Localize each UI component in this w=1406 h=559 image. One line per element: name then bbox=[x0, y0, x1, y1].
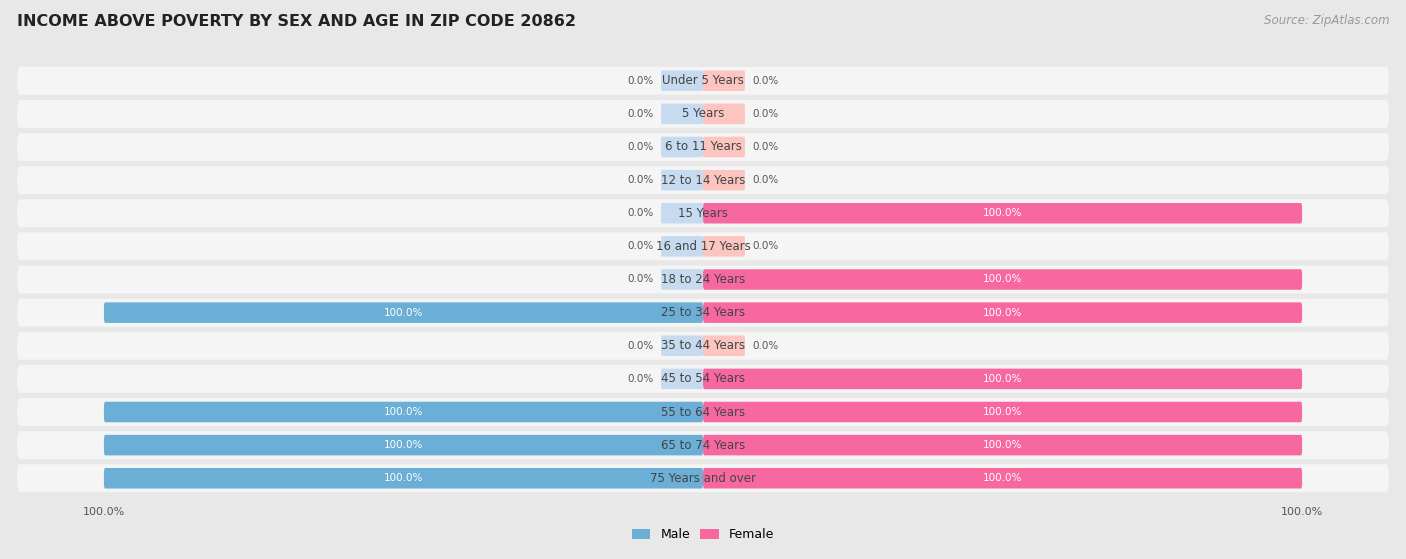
Text: 0.0%: 0.0% bbox=[627, 142, 654, 152]
Text: 100.0%: 100.0% bbox=[983, 274, 1022, 285]
Text: 55 to 64 Years: 55 to 64 Years bbox=[661, 405, 745, 419]
FancyBboxPatch shape bbox=[661, 368, 703, 389]
Text: 65 to 74 Years: 65 to 74 Years bbox=[661, 439, 745, 452]
FancyBboxPatch shape bbox=[703, 402, 1302, 422]
FancyBboxPatch shape bbox=[703, 368, 1302, 389]
FancyBboxPatch shape bbox=[17, 398, 1389, 426]
FancyBboxPatch shape bbox=[661, 335, 703, 356]
Text: 45 to 54 Years: 45 to 54 Years bbox=[661, 372, 745, 385]
FancyBboxPatch shape bbox=[17, 465, 1389, 492]
FancyBboxPatch shape bbox=[17, 233, 1389, 260]
Text: 100.0%: 100.0% bbox=[983, 209, 1022, 218]
Text: 18 to 24 Years: 18 to 24 Years bbox=[661, 273, 745, 286]
Text: Source: ZipAtlas.com: Source: ZipAtlas.com bbox=[1264, 14, 1389, 27]
Text: INCOME ABOVE POVERTY BY SEX AND AGE IN ZIP CODE 20862: INCOME ABOVE POVERTY BY SEX AND AGE IN Z… bbox=[17, 14, 576, 29]
Text: 100.0%: 100.0% bbox=[983, 473, 1022, 484]
Text: 12 to 14 Years: 12 to 14 Years bbox=[661, 174, 745, 187]
FancyBboxPatch shape bbox=[703, 302, 1302, 323]
FancyBboxPatch shape bbox=[703, 468, 1302, 489]
Text: 100.0%: 100.0% bbox=[983, 440, 1022, 450]
FancyBboxPatch shape bbox=[661, 203, 703, 224]
FancyBboxPatch shape bbox=[661, 103, 703, 124]
FancyBboxPatch shape bbox=[703, 236, 745, 257]
FancyBboxPatch shape bbox=[661, 269, 703, 290]
Text: 100.0%: 100.0% bbox=[384, 473, 423, 484]
FancyBboxPatch shape bbox=[703, 203, 1302, 224]
Text: 0.0%: 0.0% bbox=[627, 75, 654, 86]
FancyBboxPatch shape bbox=[661, 236, 703, 257]
Text: 0.0%: 0.0% bbox=[627, 175, 654, 185]
Text: 35 to 44 Years: 35 to 44 Years bbox=[661, 339, 745, 352]
FancyBboxPatch shape bbox=[17, 299, 1389, 326]
FancyBboxPatch shape bbox=[17, 266, 1389, 293]
FancyBboxPatch shape bbox=[703, 137, 745, 157]
FancyBboxPatch shape bbox=[17, 332, 1389, 359]
Text: 100.0%: 100.0% bbox=[384, 407, 423, 417]
FancyBboxPatch shape bbox=[17, 166, 1389, 194]
Text: Under 5 Years: Under 5 Years bbox=[662, 74, 744, 87]
Text: 0.0%: 0.0% bbox=[752, 109, 779, 119]
Legend: Male, Female: Male, Female bbox=[627, 523, 779, 546]
Text: 0.0%: 0.0% bbox=[627, 341, 654, 350]
FancyBboxPatch shape bbox=[104, 302, 703, 323]
Text: 25 to 34 Years: 25 to 34 Years bbox=[661, 306, 745, 319]
Text: 100.0%: 100.0% bbox=[384, 440, 423, 450]
Text: 100.0%: 100.0% bbox=[384, 307, 423, 318]
FancyBboxPatch shape bbox=[703, 435, 1302, 456]
FancyBboxPatch shape bbox=[703, 170, 745, 191]
FancyBboxPatch shape bbox=[17, 365, 1389, 393]
FancyBboxPatch shape bbox=[17, 200, 1389, 227]
FancyBboxPatch shape bbox=[104, 402, 703, 422]
Text: 0.0%: 0.0% bbox=[627, 209, 654, 218]
Text: 0.0%: 0.0% bbox=[752, 241, 779, 252]
FancyBboxPatch shape bbox=[661, 137, 703, 157]
FancyBboxPatch shape bbox=[17, 431, 1389, 459]
Text: 75 Years and over: 75 Years and over bbox=[650, 472, 756, 485]
Text: 100.0%: 100.0% bbox=[983, 374, 1022, 384]
FancyBboxPatch shape bbox=[104, 435, 703, 456]
Text: 100.0%: 100.0% bbox=[983, 407, 1022, 417]
Text: 0.0%: 0.0% bbox=[627, 274, 654, 285]
FancyBboxPatch shape bbox=[703, 103, 745, 124]
FancyBboxPatch shape bbox=[17, 100, 1389, 128]
Text: 0.0%: 0.0% bbox=[627, 109, 654, 119]
Text: 6 to 11 Years: 6 to 11 Years bbox=[665, 140, 741, 154]
Text: 0.0%: 0.0% bbox=[752, 142, 779, 152]
FancyBboxPatch shape bbox=[17, 67, 1389, 94]
Text: 16 and 17 Years: 16 and 17 Years bbox=[655, 240, 751, 253]
Text: 0.0%: 0.0% bbox=[627, 374, 654, 384]
Text: 0.0%: 0.0% bbox=[752, 341, 779, 350]
FancyBboxPatch shape bbox=[17, 133, 1389, 161]
FancyBboxPatch shape bbox=[703, 335, 745, 356]
FancyBboxPatch shape bbox=[661, 70, 703, 91]
Text: 15 Years: 15 Years bbox=[678, 207, 728, 220]
Text: 5 Years: 5 Years bbox=[682, 107, 724, 120]
FancyBboxPatch shape bbox=[661, 170, 703, 191]
Text: 0.0%: 0.0% bbox=[752, 75, 779, 86]
FancyBboxPatch shape bbox=[104, 468, 703, 489]
FancyBboxPatch shape bbox=[703, 70, 745, 91]
Text: 100.0%: 100.0% bbox=[983, 307, 1022, 318]
Text: 0.0%: 0.0% bbox=[627, 241, 654, 252]
Text: 0.0%: 0.0% bbox=[752, 175, 779, 185]
FancyBboxPatch shape bbox=[703, 269, 1302, 290]
